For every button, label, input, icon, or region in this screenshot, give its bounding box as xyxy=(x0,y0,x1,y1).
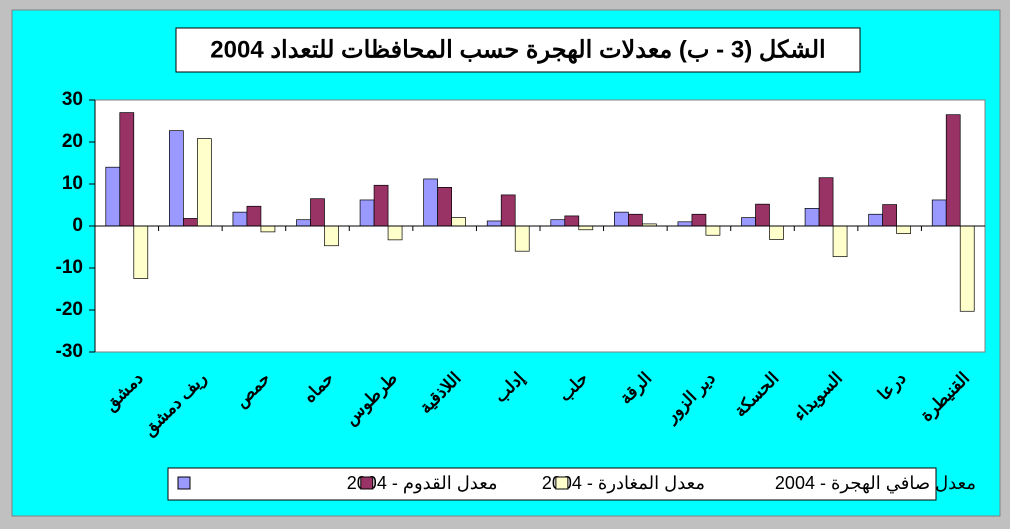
legend-label: معدل صافي الهجرة - 2004 xyxy=(775,473,976,494)
bar xyxy=(614,211,629,227)
bar xyxy=(868,213,883,227)
bar xyxy=(387,225,403,241)
bar xyxy=(945,114,961,227)
chart-title: الشكل (3 - ب) معدلات الهجرة حسب المحافظا… xyxy=(210,36,825,64)
legend-swatch xyxy=(360,476,374,490)
bar xyxy=(359,199,375,227)
legend-swatch xyxy=(177,476,191,490)
bar xyxy=(232,211,248,227)
bar xyxy=(564,215,580,227)
bar xyxy=(119,112,135,227)
bar xyxy=(423,178,438,227)
bar xyxy=(451,217,466,227)
bar xyxy=(324,225,339,247)
bar xyxy=(896,225,911,234)
legend-swatch xyxy=(555,476,569,490)
bar xyxy=(296,219,311,227)
bar xyxy=(500,194,516,227)
y-tick-label: 0 xyxy=(72,215,83,236)
bar xyxy=(133,225,149,279)
bar xyxy=(197,138,212,227)
y-tick-label: 10 xyxy=(62,173,83,194)
bar xyxy=(818,177,834,227)
bar xyxy=(183,218,198,227)
bar xyxy=(832,225,848,258)
y-tick-label: 20 xyxy=(62,131,83,152)
bar xyxy=(437,187,452,227)
bar xyxy=(741,217,756,227)
bar xyxy=(705,225,721,236)
bar xyxy=(677,221,693,227)
y-tick-label: 30 xyxy=(62,89,83,110)
bar xyxy=(373,184,389,227)
bar xyxy=(514,225,530,252)
bar xyxy=(550,219,566,227)
legend-box xyxy=(167,467,937,501)
legend-label: معدل المغادرة - 2004 xyxy=(542,473,705,494)
bar xyxy=(105,166,121,227)
bar xyxy=(246,205,262,227)
y-tick-label: -10 xyxy=(56,257,83,278)
bar xyxy=(486,220,502,227)
y-tick-label: -30 xyxy=(56,341,83,362)
bar xyxy=(769,225,784,240)
bar xyxy=(310,198,325,227)
bar xyxy=(755,203,770,227)
bar xyxy=(691,213,707,227)
bar xyxy=(959,225,975,312)
title-box xyxy=(175,27,861,73)
bar xyxy=(578,225,594,231)
legend-label: معدل القدوم - 2004 xyxy=(347,473,498,494)
bar xyxy=(931,199,947,227)
y-tick-label: -20 xyxy=(56,299,83,320)
bar xyxy=(804,208,820,227)
bar xyxy=(628,213,643,227)
bar xyxy=(882,204,897,227)
bar xyxy=(169,130,184,227)
bar xyxy=(260,225,276,233)
